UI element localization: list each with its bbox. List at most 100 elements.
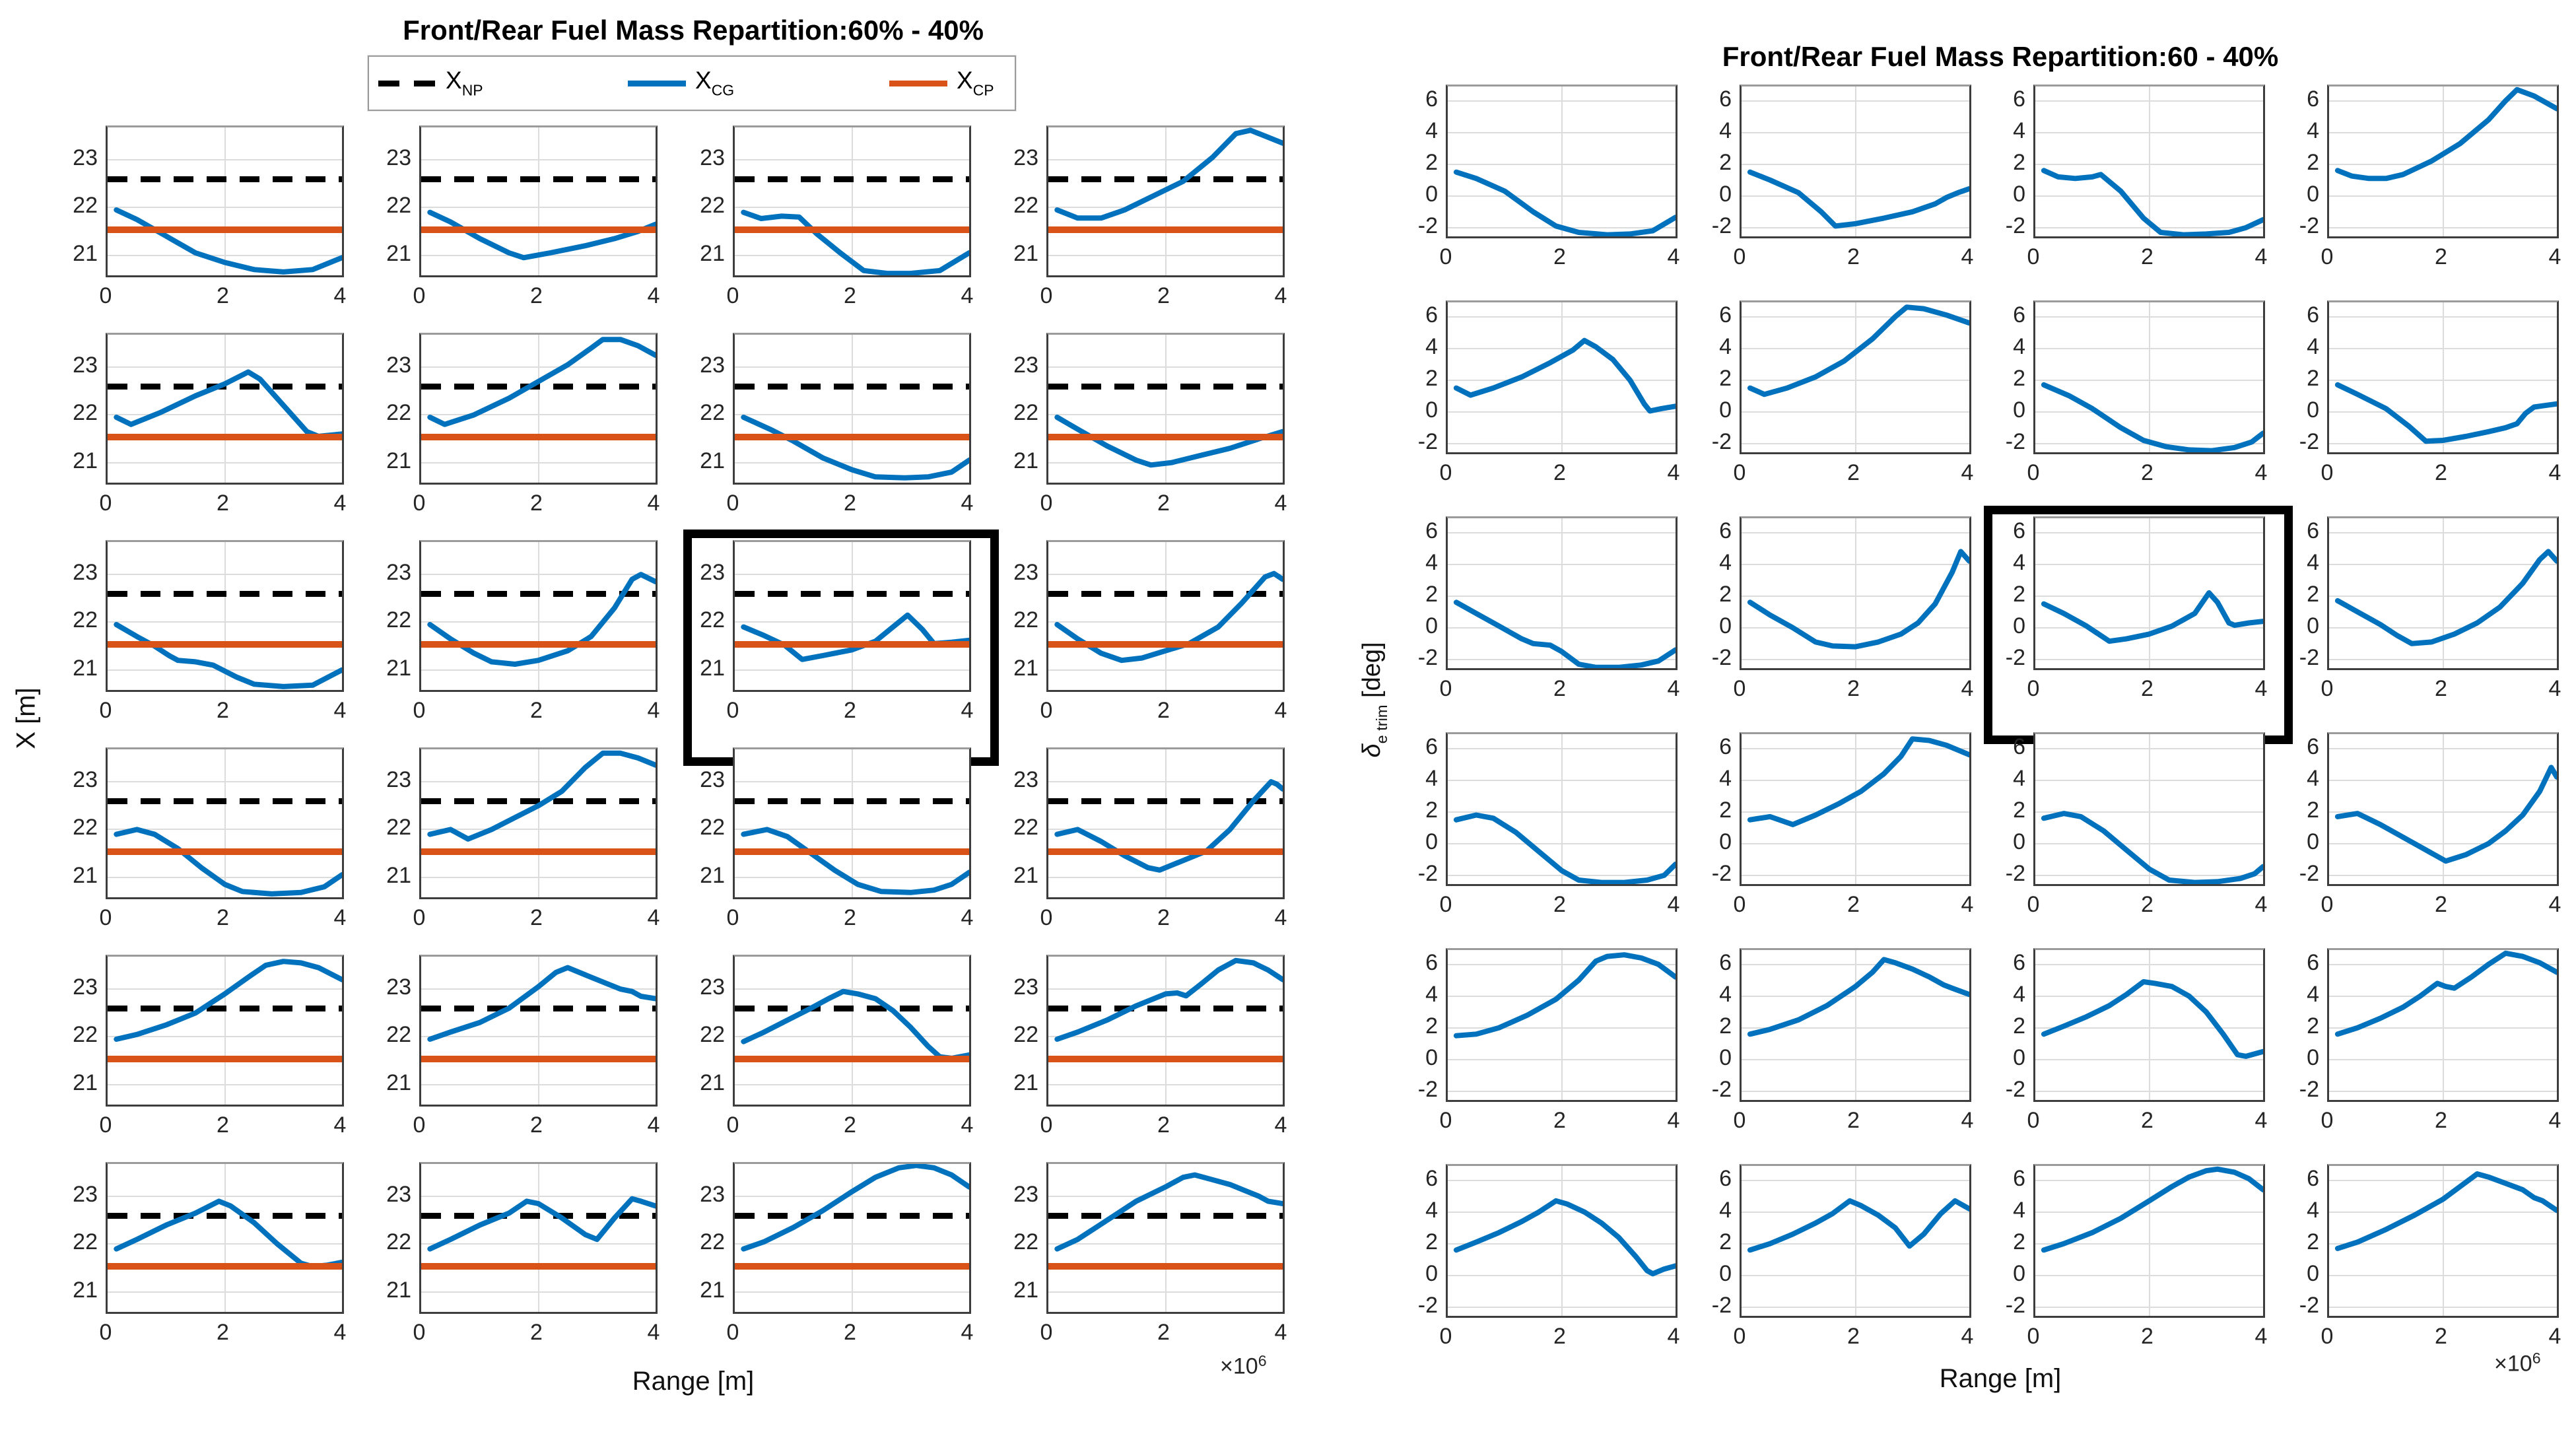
- x-tick-label: 2: [2435, 676, 2447, 701]
- x-tick-label: 4: [2548, 244, 2561, 269]
- xcp-line: [421, 641, 656, 648]
- y-tick-label: 0: [1719, 1260, 1732, 1286]
- y-tick-label: 6: [2307, 518, 2319, 543]
- xnp-dashed-line: [735, 1005, 969, 1011]
- y-tick-label: -2: [2005, 1076, 2025, 1102]
- y-tick-label: 21: [386, 240, 411, 266]
- xnp-dashed-line: [108, 1212, 342, 1219]
- subplot-axes: [2327, 300, 2559, 454]
- subplot-axes: [2033, 1164, 2265, 1318]
- y-tick-label: 22: [386, 193, 411, 219]
- xcp-line: [735, 434, 969, 441]
- xcg-curve: [741, 1164, 969, 1252]
- y-tick-label: 4: [1425, 765, 1438, 791]
- y-tick-label: 0: [2013, 829, 2025, 854]
- y-tick-label: 6: [1425, 86, 1438, 112]
- x-tick-label: 2: [2141, 676, 2153, 701]
- gridline: [851, 127, 853, 275]
- y-tick-label: 23: [1013, 974, 1038, 1000]
- x-tick-label: 4: [2254, 1324, 2268, 1349]
- xcp-line: [1048, 226, 1283, 234]
- y-tick-label: 23: [700, 353, 725, 378]
- x-tick-label: 0: [2321, 676, 2334, 701]
- y-tick-label: -2: [1711, 1292, 1732, 1318]
- subplot-axes: [2327, 516, 2559, 670]
- y-tick-label: 22: [73, 1022, 98, 1048]
- x-tick-label: 0: [1040, 283, 1053, 308]
- xcg-curve: [741, 209, 969, 275]
- xnp-dashed-line: [421, 176, 656, 182]
- x-tick-label: 2: [1553, 1324, 1566, 1349]
- xcg-curve: [1054, 779, 1283, 873]
- legend-label-xnp: XNP: [446, 67, 483, 99]
- x-tick-label: 4: [647, 1320, 660, 1345]
- x-tick-label: 2: [217, 905, 229, 930]
- x-tick-label: 4: [961, 1112, 974, 1138]
- y-tick-label: 23: [700, 145, 725, 171]
- y-tick-label: -2: [1711, 213, 1732, 238]
- xcg-curve: [427, 1196, 656, 1252]
- y-tick-label: 21: [73, 1070, 98, 1095]
- y-tick-label: 4: [1425, 333, 1438, 359]
- xnp-dashed-line: [1048, 1212, 1283, 1219]
- x-tick-label: 0: [99, 283, 112, 308]
- left-x-axis-label: Range [m]: [632, 1367, 755, 1396]
- xcp-line: [108, 641, 342, 648]
- y-tick-label: 2: [2307, 797, 2319, 823]
- subplot-axes: [106, 1162, 344, 1314]
- y-tick-label: 0: [2307, 181, 2319, 207]
- y-tick-label: -2: [2299, 644, 2319, 670]
- x-tick-label: 4: [2254, 892, 2268, 917]
- y-tick-label: 6: [2013, 518, 2025, 543]
- x-tick-label: 4: [1961, 892, 1974, 917]
- y-tick-label: 22: [73, 193, 98, 219]
- y-tick-label: 0: [2307, 397, 2319, 423]
- y-tick-label: 4: [2013, 333, 2025, 359]
- y-tick-label: 6: [2013, 734, 2025, 759]
- y-tick-label: 6: [2307, 302, 2319, 327]
- y-tick-label: 6: [1425, 1165, 1438, 1191]
- legend: XNP XCG XCP: [368, 55, 1016, 111]
- x-tick-label: 4: [1667, 892, 1680, 917]
- xcp-line: [1048, 848, 1283, 856]
- y-tick-label: 23: [1013, 1182, 1038, 1208]
- x-tick-label: 2: [844, 1112, 856, 1138]
- x-tick-label: 0: [413, 491, 426, 516]
- y-tick-label: -2: [2005, 428, 2025, 454]
- x-tick-label: 0: [99, 1320, 112, 1345]
- xcp-line: [735, 641, 969, 648]
- y-tick-label: 21: [1013, 1070, 1038, 1095]
- xnp-dashed-line: [735, 176, 969, 182]
- y-tick-label: 4: [1425, 981, 1438, 1007]
- subplot-axes: [419, 955, 658, 1107]
- x-tick-label: 4: [2548, 1324, 2561, 1349]
- x-tick-label: 2: [530, 698, 543, 723]
- subplot-axes: [2033, 300, 2265, 454]
- xnp-dashed-line: [735, 383, 969, 390]
- y-tick-label: 21: [1013, 448, 1038, 473]
- subplot-axes: [2327, 1164, 2559, 1318]
- xnp-dashed-line: [735, 798, 969, 804]
- x-tick-label: 4: [333, 1320, 347, 1345]
- y-tick-label: 23: [700, 974, 725, 1000]
- x-tick-label: 0: [726, 698, 739, 723]
- subplot-axes: [1046, 125, 1285, 277]
- subplot-axes: [2033, 85, 2265, 238]
- xcg-curve: [114, 959, 342, 1042]
- x-tick-label: 0: [99, 698, 112, 723]
- x-tick-label: 4: [333, 905, 347, 930]
- x-tick-label: 2: [2141, 892, 2153, 917]
- x-tick-label: 2: [1847, 892, 1860, 917]
- x-tick-label: 4: [1667, 460, 1680, 485]
- xcg-curve: [427, 965, 656, 1042]
- gridline: [851, 1164, 853, 1312]
- gridline: [2148, 950, 2150, 1100]
- left-panel-title: Front/Rear Fuel Mass Repartition:60% - 4…: [403, 15, 984, 46]
- y-tick-label: 21: [1013, 862, 1038, 888]
- subplot-axes: [2327, 732, 2559, 886]
- y-tick-label: 23: [73, 767, 98, 793]
- y-tick-label: 2: [1425, 581, 1438, 607]
- subplot-axes: [733, 747, 971, 899]
- x-tick-label: 0: [2027, 244, 2040, 269]
- y-tick-label: 4: [2307, 1197, 2319, 1223]
